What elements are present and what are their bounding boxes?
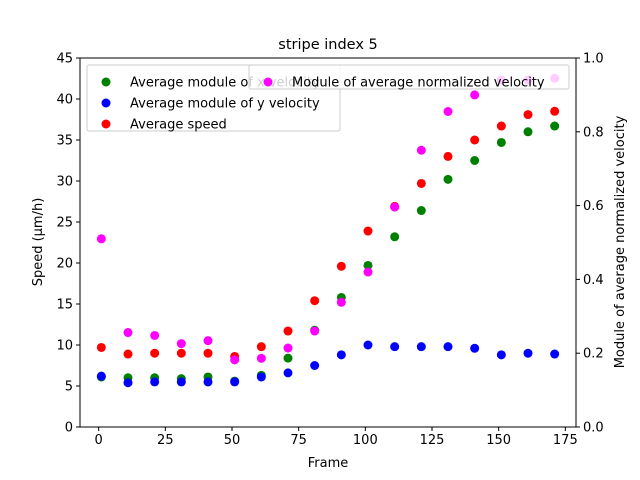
data-point-series-0 xyxy=(363,260,373,270)
data-point-series-1 xyxy=(230,377,240,387)
data-point-series-2 xyxy=(416,178,426,188)
y-axis-label: Speed (μm/h) xyxy=(31,198,46,287)
data-point-series-2 xyxy=(363,226,373,236)
data-point-series-3 xyxy=(390,202,400,212)
data-point-series-1 xyxy=(363,340,373,350)
data-point-series-3 xyxy=(176,339,186,349)
data-point-series-2 xyxy=(443,151,453,161)
x-tick-label: 25 xyxy=(157,433,174,448)
data-point-series-2 xyxy=(523,110,533,120)
data-point-series-2 xyxy=(123,349,133,359)
y2-tick-label: 0.8 xyxy=(583,125,604,140)
data-point-series-1 xyxy=(203,377,213,387)
plot-frame xyxy=(79,57,577,428)
data-point-series-1 xyxy=(470,343,480,353)
data-point-series-1 xyxy=(336,350,346,360)
legend-label: Module of average normalized velocity xyxy=(292,76,545,91)
data-point-series-0 xyxy=(283,353,293,363)
data-point-series-3 xyxy=(363,267,373,277)
data-point-series-3 xyxy=(256,353,266,363)
data-point-series-3 xyxy=(470,90,480,100)
data-point-series-1 xyxy=(496,350,506,360)
data-point-series-3 xyxy=(443,107,453,117)
data-point-series-2 xyxy=(496,121,506,131)
legend-marker xyxy=(263,77,273,87)
data-point-series-3 xyxy=(310,326,320,336)
data-point-series-3 xyxy=(230,355,240,365)
y2-axis-label: Module of average normalized velocity xyxy=(613,115,628,368)
y-tick-label: 10 xyxy=(56,339,73,354)
data-point-series-2 xyxy=(176,348,186,358)
x-tick-label: 100 xyxy=(353,433,378,448)
x-tick-label: 50 xyxy=(224,433,241,448)
data-point-series-0 xyxy=(550,121,560,131)
y-tick-label: 25 xyxy=(56,216,73,231)
chart-title: stripe index 5 xyxy=(278,37,377,53)
data-point-series-2 xyxy=(256,342,266,352)
data-point-series-1 xyxy=(416,342,426,352)
data-point-series-1 xyxy=(96,371,106,381)
data-point-series-3 xyxy=(150,330,160,340)
y-tick-label: 30 xyxy=(56,175,73,190)
x-tick-label: 150 xyxy=(486,433,511,448)
y-tick-label: 35 xyxy=(56,134,73,149)
data-point-series-1 xyxy=(310,361,320,370)
y-tick-label: 15 xyxy=(56,298,73,313)
legend-marker xyxy=(101,77,111,87)
data-point-series-0 xyxy=(470,156,480,165)
data-point-series-1 xyxy=(123,378,133,388)
x-tick-label: 75 xyxy=(290,433,307,448)
x-tick-label: 175 xyxy=(553,433,578,448)
data-point-series-3 xyxy=(283,343,293,353)
data-point-series-1 xyxy=(176,377,186,387)
y2-tick-label: 0.6 xyxy=(583,199,604,214)
y2-tick-label: 0.0 xyxy=(583,421,604,436)
legend-label: Average speed xyxy=(130,118,227,133)
data-point-series-1 xyxy=(390,342,400,352)
y-tick-label: 45 xyxy=(56,52,73,67)
data-point-series-2 xyxy=(283,326,293,336)
x-tick-label: 0 xyxy=(95,433,103,448)
data-point-series-2 xyxy=(96,342,106,352)
data-point-series-1 xyxy=(550,349,560,359)
data-point-series-3 xyxy=(123,328,133,338)
data-point-series-1 xyxy=(256,372,266,382)
data-point-series-0 xyxy=(523,127,533,137)
data-point-series-2 xyxy=(470,135,480,145)
data-point-series-0 xyxy=(496,137,506,147)
data-point-series-2 xyxy=(310,296,320,306)
data-point-series-1 xyxy=(523,348,533,358)
legend-marker xyxy=(101,119,111,129)
data-point-series-2 xyxy=(550,106,560,116)
data-point-series-0 xyxy=(390,232,400,242)
data-point-series-2 xyxy=(336,261,346,271)
y2-tick-label: 0.4 xyxy=(583,273,604,288)
y-tick-label: 0 xyxy=(65,421,73,436)
data-point-series-3 xyxy=(203,336,213,346)
data-point-series-0 xyxy=(416,206,426,216)
x-tick-label: 125 xyxy=(420,433,445,448)
data-point-series-1 xyxy=(150,377,160,387)
legend-label: Average module of y velocity xyxy=(130,97,320,112)
data-point-series-2 xyxy=(203,348,213,358)
plot-area: 0 25 50 75 100 125 150 175 0 5 10 15 20 25 30 35 40 45 0.0… xyxy=(56,52,603,449)
legend-marker xyxy=(101,98,111,108)
y2-tick-label: 0.2 xyxy=(583,347,604,362)
data-point-series-3 xyxy=(416,145,426,155)
x-axis-label: Frame xyxy=(308,456,349,471)
data-point-series-3 xyxy=(96,234,106,244)
legend-box xyxy=(248,64,570,90)
data-point-series-3 xyxy=(336,297,346,307)
y-tick-label: 5 xyxy=(65,380,73,395)
data-point-series-2 xyxy=(150,348,160,358)
data-point-series-1 xyxy=(443,342,453,352)
y-tick-label: 20 xyxy=(56,257,73,272)
data-point-series-0 xyxy=(443,174,453,184)
data-point-series-1 xyxy=(283,368,293,378)
y-tick-label: 40 xyxy=(56,93,73,108)
y2-tick-label: 1.0 xyxy=(583,52,604,67)
